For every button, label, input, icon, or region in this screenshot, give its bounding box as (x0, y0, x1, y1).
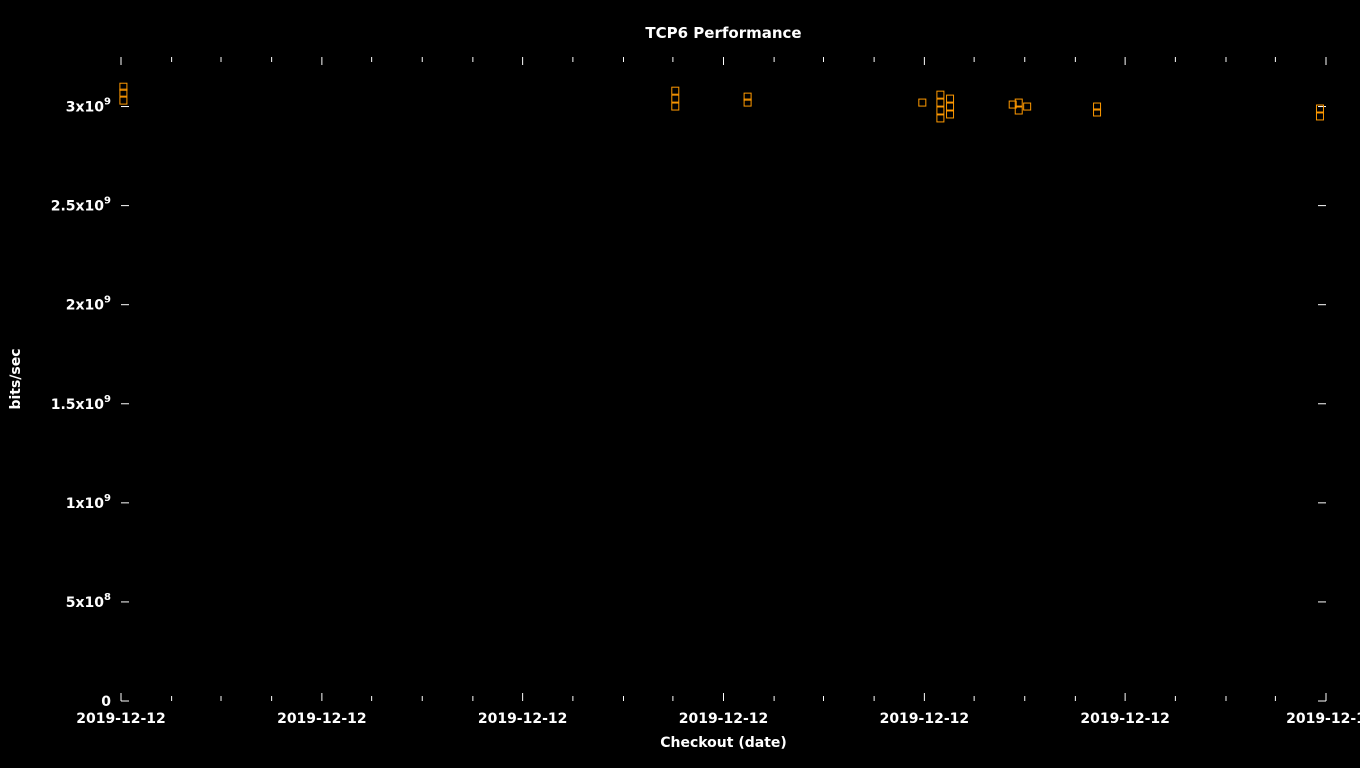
y-tick-label: 1.5x109 (51, 394, 111, 413)
x-axis-label: Checkout (date) (660, 735, 787, 751)
y-tick-label: 2.5x109 (51, 196, 111, 215)
x-tick-label: 2019-12-12 (478, 711, 568, 727)
y-axis-label: bits/sec (8, 348, 24, 409)
x-tick-label: 2019-12-12 (76, 711, 166, 727)
chart-title: TCP6 Performance (645, 24, 801, 42)
x-tick-label: 2019-12-12 (679, 711, 769, 727)
x-tick-label: 2019-12-12 (880, 711, 970, 727)
x-tick-label: 2019-12-12 (1080, 711, 1170, 727)
tcp6-performance-chart: TCP6 Performance05x1081x1091.5x1092x1092… (0, 0, 1360, 768)
x-tick-label: 2019-12-12 (277, 711, 367, 727)
x-tick-label: 2019-12-1 (1286, 711, 1360, 727)
y-tick-label: 0 (101, 694, 111, 710)
